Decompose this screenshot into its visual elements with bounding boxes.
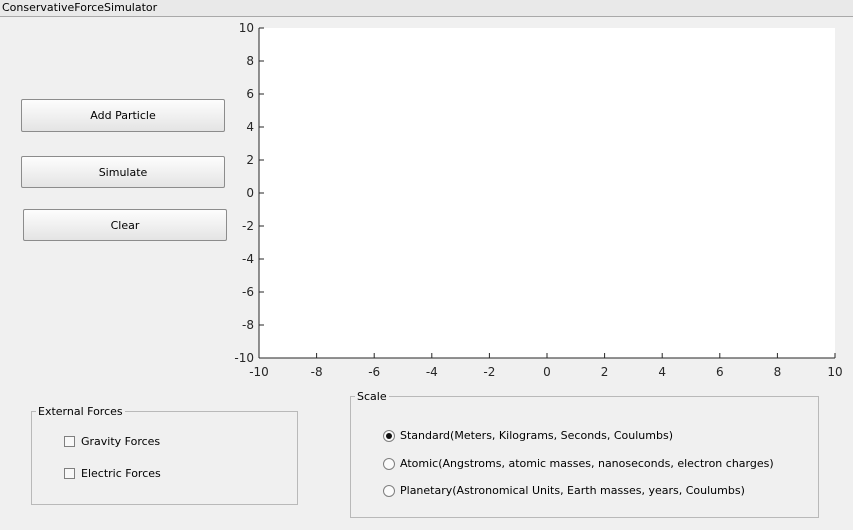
standard-scale-label: Standard(Meters, Kilograms, Seconds, Cou… [400,429,673,442]
x-tick-label: -2 [483,365,495,379]
x-tick-label: 6 [716,365,724,379]
external-forces-group [31,411,298,505]
x-tick-label: -10 [249,365,269,379]
external-forces-title: External Forces [36,405,125,418]
electric-forces-checkbox[interactable] [64,468,75,479]
window-title: ConservativeForceSimulator [2,1,158,14]
gravity-forces-label: Gravity Forces [81,435,161,448]
y-tick-label: -8 [242,318,254,332]
electric-forces-label: Electric Forces [81,467,161,480]
x-tick-label: -4 [426,365,438,379]
x-tick-label: 4 [658,365,666,379]
y-tick-label: -2 [242,219,254,233]
add-particle-button[interactable]: Add Particle [21,99,225,132]
standard-scale-radio[interactable] [383,430,395,442]
x-tick-label: 0 [543,365,551,379]
y-tick-label: 8 [246,54,254,68]
title-bar: ConservativeForceSimulator [0,0,853,17]
x-tick-label: -8 [311,365,323,379]
y-tick-label: 2 [246,153,254,167]
atomic-scale-label: Atomic(Angstroms, atomic masses, nanosec… [400,457,774,470]
y-tick-label: -6 [242,285,254,299]
x-tick-label: 8 [774,365,782,379]
scale-group [350,396,819,518]
y-tick-label: 4 [246,120,254,134]
plot-area[interactable] [259,28,835,358]
x-tick-label: 2 [601,365,609,379]
simulate-button[interactable]: Simulate [21,156,225,188]
atomic-scale-radio[interactable] [383,458,395,470]
x-tick-label: 10 [827,365,842,379]
planetary-scale-label: Planetary(Astronomical Units, Earth mass… [400,484,745,497]
y-tick-label: 6 [246,87,254,101]
planetary-scale-radio[interactable] [383,485,395,497]
y-tick-label: -10 [234,351,254,365]
y-tick-label: 0 [246,186,254,200]
y-tick-label: -4 [242,252,254,266]
clear-button[interactable]: Clear [23,209,227,241]
x-tick-label: -6 [368,365,380,379]
y-tick-label: 10 [239,21,254,35]
scale-title: Scale [355,390,389,403]
gravity-forces-checkbox[interactable] [64,436,75,447]
